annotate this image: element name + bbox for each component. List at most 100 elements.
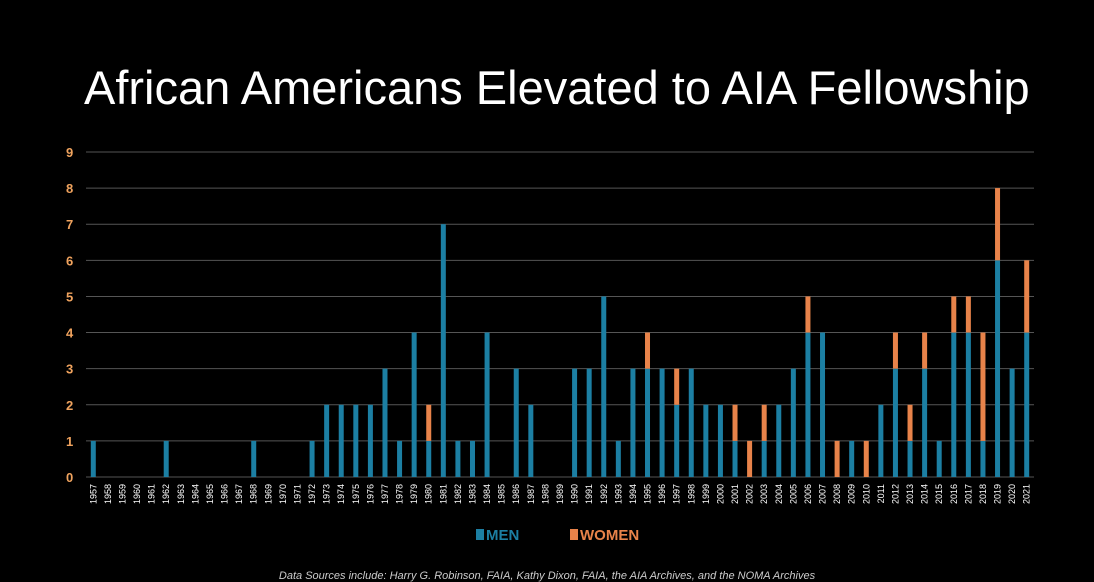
- bar-women: [674, 368, 680, 405]
- x-tick-label: 1959: [117, 484, 127, 504]
- bar-men: [397, 440, 403, 477]
- x-tick-label: 2009: [847, 484, 857, 504]
- bar-men: [688, 368, 694, 477]
- bar-men: [324, 404, 330, 477]
- bar-women: [1024, 260, 1030, 333]
- x-tick-label: 1979: [409, 484, 419, 504]
- x-tick-label: 2006: [803, 484, 813, 504]
- x-tick-label: 1971: [292, 484, 302, 504]
- bar-men: [1009, 368, 1015, 477]
- bar-men: [309, 440, 315, 477]
- bar-men: [717, 404, 723, 477]
- y-tick-label: 2: [66, 398, 73, 413]
- x-tick-label: 2004: [774, 484, 784, 504]
- x-tick-label: 2007: [818, 484, 828, 504]
- legend-swatch: [570, 529, 578, 540]
- legend-label: WOMEN: [580, 527, 639, 544]
- x-tick-label: 1982: [453, 484, 463, 504]
- bar-women: [805, 296, 811, 333]
- y-axis-ticks: 0 1 2 3 4 5 6 7 8 9: [66, 145, 74, 485]
- bar-men: [761, 440, 767, 477]
- x-tick-label: 1978: [395, 484, 405, 504]
- bar-women: [922, 332, 928, 369]
- x-tick-label: 2005: [788, 484, 798, 504]
- bar-men: [572, 368, 578, 477]
- bar-men: [601, 296, 607, 477]
- x-tick-label: 2011: [876, 484, 886, 503]
- bar-men: [936, 440, 942, 477]
- x-tick-label: 1961: [147, 484, 157, 504]
- bar-men: [907, 440, 913, 477]
- bar-men: [965, 332, 971, 477]
- bar-men: [163, 440, 169, 477]
- bar-men: [878, 404, 884, 477]
- chart-title: African Americans Elevated to AIA Fellow…: [84, 61, 1030, 114]
- x-tick-label: 1988: [540, 484, 550, 504]
- x-tick-label: 2000: [715, 484, 725, 504]
- x-tick-label: 1984: [482, 484, 492, 504]
- x-axis-ticks: 1957 1958 1959 1960 1961 1962 1963 1964 1965 1966…: [88, 484, 1031, 504]
- bar-men: [615, 440, 621, 477]
- bar-men: [630, 368, 636, 477]
- x-tick-label: 2015: [934, 484, 944, 504]
- x-tick-label: 1997: [672, 484, 682, 504]
- bar-men: [732, 440, 738, 477]
- bar-men: [805, 332, 811, 477]
- x-tick-label: 1990: [570, 484, 580, 504]
- bar-men: [353, 404, 359, 477]
- x-tick-label: 2010: [861, 484, 871, 504]
- bar-men: [528, 404, 534, 477]
- bar-women: [995, 188, 1001, 261]
- bar-women: [980, 332, 986, 441]
- bar-men: [411, 332, 417, 477]
- x-tick-label: 2001: [730, 484, 740, 504]
- bar-women: [965, 296, 971, 333]
- bar-men: [659, 368, 665, 477]
- bar-men: [484, 332, 490, 477]
- bar-men: [440, 224, 446, 477]
- bar-women: [426, 404, 432, 441]
- x-tick-label: 1967: [234, 484, 244, 504]
- x-tick-label: 2019: [993, 484, 1003, 504]
- x-tick-label: 2008: [832, 484, 842, 504]
- x-tick-label: 1999: [701, 484, 711, 504]
- x-tick-label: 1994: [628, 484, 638, 504]
- bar-men: [367, 404, 373, 477]
- x-tick-label: 2018: [978, 484, 988, 504]
- y-tick-label: 7: [66, 217, 73, 232]
- bar-men: [674, 404, 680, 477]
- y-tick-label: 3: [66, 362, 73, 377]
- x-tick-label: 1962: [161, 484, 171, 504]
- x-tick-label: 1973: [322, 484, 332, 504]
- x-tick-label: 1960: [132, 484, 142, 504]
- bar-men: [980, 440, 986, 477]
- x-tick-label: 1974: [336, 484, 346, 504]
- bar-men: [703, 404, 709, 477]
- bar-women: [834, 440, 840, 477]
- x-tick-label: 1981: [438, 484, 448, 504]
- bar-women: [863, 440, 869, 477]
- bar-men: [951, 332, 957, 477]
- x-tick-label: 1986: [511, 484, 521, 504]
- y-tick-label: 1: [66, 434, 73, 449]
- x-tick-label: 1992: [599, 484, 609, 504]
- bar-women: [747, 440, 753, 477]
- x-tick-label: 1975: [351, 484, 361, 504]
- x-tick-label: 1972: [307, 484, 317, 504]
- legend-swatch: [476, 529, 484, 540]
- bar-women: [951, 296, 957, 333]
- bar-men: [820, 332, 826, 477]
- bar-men: [513, 368, 519, 477]
- legend-label: MEN: [486, 527, 519, 544]
- x-tick-label: 2013: [905, 484, 915, 504]
- x-tick-label: 1968: [249, 484, 259, 504]
- x-tick-label: 1983: [467, 484, 477, 504]
- bar-men: [790, 368, 796, 477]
- x-tick-label: 1958: [103, 484, 113, 504]
- gridlines: [86, 151, 1034, 478]
- y-tick-label: 6: [66, 253, 73, 268]
- x-tick-label: 2002: [745, 484, 755, 504]
- bar-men: [849, 440, 855, 477]
- x-tick-label: 2020: [1007, 484, 1017, 504]
